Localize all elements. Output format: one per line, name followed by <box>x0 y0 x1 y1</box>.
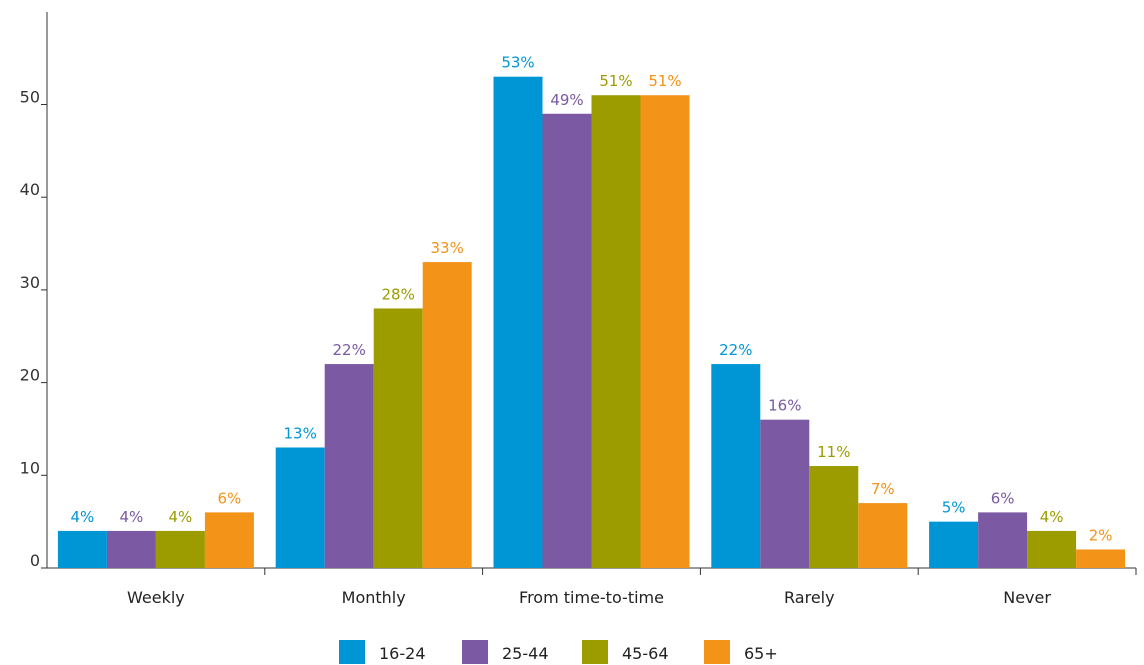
legend-label: 16-24 <box>379 644 426 663</box>
data-label: 7% <box>871 480 895 498</box>
bar <box>155 530 205 568</box>
bars <box>57 76 1126 569</box>
y-tick-label: 40 <box>20 180 40 199</box>
category-label: Weekly <box>127 588 185 607</box>
y-tick-label: 30 <box>20 273 40 292</box>
category-label: From time-to-time <box>519 588 664 607</box>
data-label: 4% <box>169 508 193 526</box>
legend: 16-24 25-44 45-64 65+ <box>339 640 778 664</box>
bar <box>275 447 325 568</box>
data-label: 49% <box>550 91 583 109</box>
bar <box>858 503 908 568</box>
legend-swatch <box>582 640 608 664</box>
bar <box>591 95 641 568</box>
y-tick-label: 10 <box>20 458 40 477</box>
bar <box>640 95 690 568</box>
data-labels: 4% 4% 4% 6% 13% 22% 28% 33% 53% 49% 51% 51% 22% 16% 11… <box>71 54 1113 545</box>
bar <box>57 530 107 568</box>
y-tick-label: 20 <box>20 366 40 385</box>
y-tick-label: 50 <box>20 88 40 107</box>
data-label: 28% <box>382 285 415 303</box>
legend-swatch <box>339 640 365 664</box>
bar <box>422 262 472 568</box>
data-label: 33% <box>431 239 464 257</box>
legend-label: 45-64 <box>622 644 669 663</box>
category-label: Monthly <box>342 588 406 607</box>
data-label: 4% <box>1040 508 1064 526</box>
data-label: 22% <box>333 341 366 359</box>
bar <box>760 419 810 568</box>
data-label: 4% <box>71 508 95 526</box>
bar <box>493 76 543 568</box>
category-label: Never <box>1003 588 1051 607</box>
category-label: Rarely <box>784 588 835 607</box>
bar <box>204 512 254 568</box>
bar <box>711 364 761 568</box>
legend-swatch <box>462 640 488 664</box>
data-label: 16% <box>768 397 801 415</box>
data-label: 53% <box>501 54 534 72</box>
y-ticks: 0 10 20 30 40 50 <box>20 88 47 570</box>
bar <box>373 308 423 568</box>
bar <box>324 364 374 568</box>
legend-label: 25-44 <box>502 644 549 663</box>
legend-swatch <box>704 640 730 664</box>
legend-label: 65+ <box>744 644 778 663</box>
x-ticks: Weekly Monthly From time-to-time Rarely Neve… <box>127 568 1137 607</box>
bar <box>542 113 592 569</box>
data-label: 2% <box>1089 526 1113 544</box>
data-label: 22% <box>719 341 752 359</box>
data-label: 6% <box>218 489 242 507</box>
data-label: 6% <box>991 489 1015 507</box>
y-tick-label: 0 <box>30 551 40 570</box>
bar <box>1027 530 1077 568</box>
bar <box>929 521 979 568</box>
data-label: 5% <box>942 499 966 517</box>
data-label: 4% <box>120 508 144 526</box>
bar <box>809 466 859 568</box>
bar <box>1076 549 1126 568</box>
bar <box>978 512 1028 568</box>
bar <box>106 530 156 568</box>
data-label: 11% <box>817 443 850 461</box>
data-label: 51% <box>599 72 632 90</box>
data-label: 51% <box>648 72 681 90</box>
data-label: 13% <box>284 424 317 442</box>
